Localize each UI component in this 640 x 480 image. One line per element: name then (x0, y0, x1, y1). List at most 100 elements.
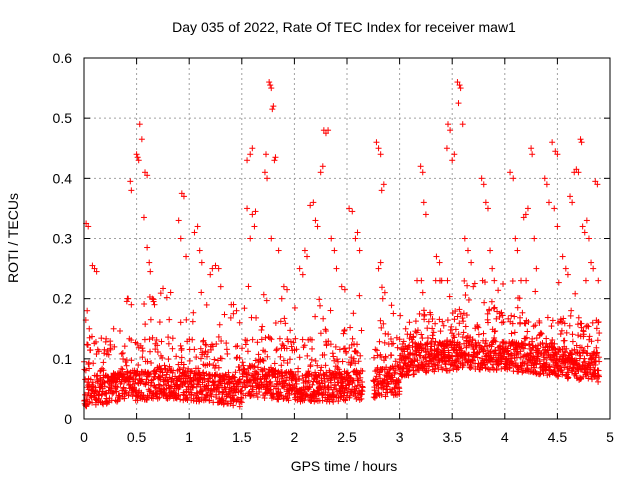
data-point (533, 265, 540, 272)
data-point (429, 315, 436, 322)
data-point (593, 325, 600, 332)
data-point (218, 337, 225, 344)
data-point (491, 337, 498, 344)
data-point (317, 169, 324, 176)
data-point (409, 339, 416, 346)
data-point (352, 235, 359, 242)
data-point (464, 247, 471, 254)
data-point (305, 377, 312, 384)
data-point (443, 145, 450, 152)
data-point (549, 139, 556, 146)
data-point (254, 394, 261, 401)
data-point (511, 329, 518, 336)
data-point (190, 384, 197, 391)
data-point (337, 371, 344, 378)
data-point (166, 363, 173, 370)
data-point (239, 373, 246, 380)
data-point (140, 214, 147, 221)
data-point (264, 175, 271, 182)
data-point (144, 244, 151, 251)
data-point (145, 379, 152, 386)
data-point (420, 307, 427, 314)
data-point (462, 323, 469, 330)
data-point (559, 369, 566, 376)
data-point (270, 394, 277, 401)
data-point (449, 330, 456, 337)
data-point (261, 395, 268, 402)
data-point (561, 320, 568, 327)
data-point (139, 354, 146, 361)
data-point (177, 342, 184, 349)
data-point (134, 154, 141, 161)
data-point (156, 319, 163, 326)
data-point (120, 371, 127, 378)
data-point (121, 343, 128, 350)
data-point (238, 387, 245, 394)
data-point (567, 361, 574, 368)
data-point (119, 349, 126, 356)
data-point (277, 353, 284, 360)
data-point (213, 340, 220, 347)
data-point (454, 313, 461, 320)
data-point (452, 326, 459, 333)
data-point (350, 310, 357, 317)
data-point (342, 382, 349, 389)
data-point (531, 235, 538, 242)
data-point (506, 364, 513, 371)
data-point (516, 295, 523, 302)
data-point (175, 391, 182, 398)
data-point (492, 328, 499, 335)
data-point (147, 268, 154, 275)
data-point (146, 371, 153, 378)
data-point (576, 350, 583, 357)
data-point (410, 333, 417, 340)
data-point (296, 265, 303, 272)
data-point (244, 157, 251, 164)
data-point (267, 378, 274, 385)
data-point (588, 338, 595, 345)
data-point (421, 311, 428, 318)
data-point (286, 356, 293, 363)
data-point (429, 335, 436, 342)
data-point (596, 373, 603, 380)
data-point (500, 280, 507, 287)
data-point (89, 399, 96, 406)
data-point (209, 265, 216, 272)
data-point (578, 320, 585, 327)
data-point (567, 312, 574, 319)
data-point (510, 175, 517, 182)
data-point (230, 301, 237, 308)
data-point (90, 360, 97, 367)
data-point (302, 386, 309, 393)
data-point (157, 290, 164, 297)
data-point (100, 359, 107, 366)
data-point (460, 329, 467, 336)
data-point (388, 352, 395, 359)
data-point (147, 316, 154, 323)
data-point (378, 284, 385, 291)
data-point (166, 316, 173, 323)
data-point (462, 292, 469, 299)
x-tick-label: 0.5 (127, 429, 147, 445)
data-point (358, 327, 365, 334)
data-point (100, 367, 107, 374)
data-point (296, 375, 303, 382)
data-point (142, 321, 149, 328)
data-point (584, 322, 591, 329)
data-point (566, 322, 573, 329)
y-tick-label: 0 (64, 411, 72, 427)
data-point (354, 341, 361, 348)
data-point (299, 336, 306, 343)
data-point (193, 354, 200, 361)
data-point (249, 336, 256, 343)
data-point (177, 396, 184, 403)
data-point (305, 368, 312, 375)
data-point (594, 181, 601, 188)
data-point (267, 335, 274, 342)
data-point (433, 253, 440, 260)
data-point (286, 381, 293, 388)
data-point (349, 335, 356, 342)
data-point (444, 342, 451, 349)
x-tick-label: 0 (80, 429, 88, 445)
data-point (209, 343, 216, 350)
